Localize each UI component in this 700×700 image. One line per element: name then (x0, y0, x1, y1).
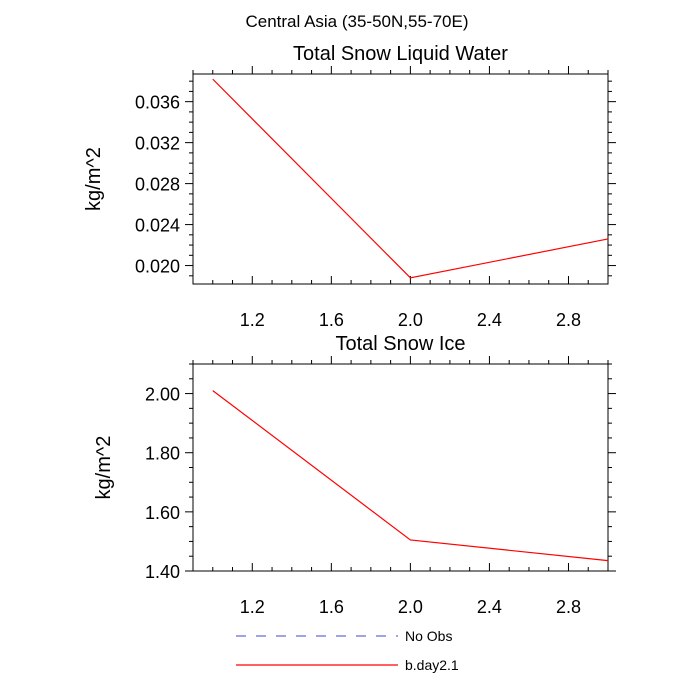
x-tick-label: 1.2 (240, 310, 265, 330)
legend-label: No Obs (405, 628, 452, 644)
y-tick-label: 1.40 (145, 562, 180, 582)
suptitle: Central Asia (35-50N,55-70E) (245, 12, 468, 31)
y-tick-label: 1.60 (145, 503, 180, 523)
chart-panel-1: Total Snow Liquid Water kg/m^2 1.2 1.6 2.0 2.… (83, 43, 616, 330)
x-tick-label: 2.0 (398, 597, 423, 617)
legend: No Obs b.day2.1 (236, 628, 459, 673)
chart-title: Total Snow Liquid Water (293, 43, 508, 65)
x-tick-label: 2.4 (477, 310, 502, 330)
x-tick-label: 2.0 (398, 310, 423, 330)
plot-frame (192, 363, 609, 572)
y-tick-label: 0.028 (135, 175, 180, 195)
legend-label: b.day2.1 (405, 657, 459, 673)
chart-title: Total Snow Ice (335, 333, 465, 355)
x-tick-label: 1.2 (240, 597, 265, 617)
series-line-b-day2-1 (212, 78, 609, 279)
panels: Total Snow Liquid Water kg/m^2 1.2 1.6 2.0 2.… (83, 43, 616, 617)
y-tick-label: 1.80 (145, 444, 180, 464)
x-tick-label: 2.4 (477, 597, 502, 617)
y-tick-label: 2.00 (145, 385, 180, 405)
x-tick-label: 1.6 (319, 597, 344, 617)
y-tick-label: 0.032 (135, 134, 180, 154)
plot-frame (192, 73, 609, 285)
x-tick-label: 2.8 (556, 597, 581, 617)
series-line-b-day2-1 (212, 390, 609, 562)
x-tick-label: 1.6 (319, 310, 344, 330)
y-axis-label: kg/m^2 (93, 436, 115, 500)
y-tick-label: 0.024 (135, 216, 180, 236)
y-axis-label: kg/m^2 (83, 147, 105, 211)
chart-panel-2: Total Snow Ice kg/m^2 1.2 1.6 2.0 2.4 2.8 1.40 1… (93, 333, 616, 617)
y-tick-label: 0.020 (135, 257, 180, 277)
y-tick-label: 0.036 (135, 93, 180, 113)
x-tick-label: 2.8 (556, 310, 581, 330)
